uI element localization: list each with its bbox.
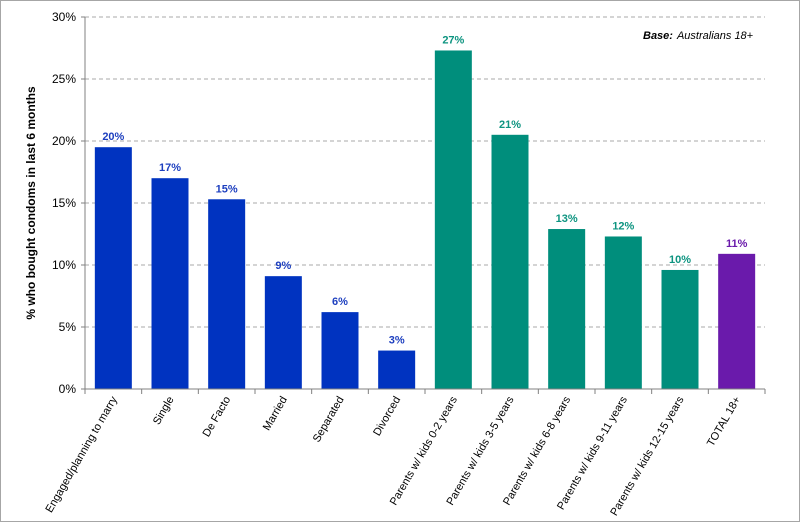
data-label: 11% xyxy=(726,238,748,250)
gridlines xyxy=(85,16,765,328)
category-label: Parents w/ kids 0-2 years xyxy=(388,394,460,507)
bar xyxy=(321,312,359,389)
category-label: Single xyxy=(151,395,177,427)
category-label: Engaged/planning to marry xyxy=(43,394,120,515)
bar xyxy=(718,253,756,389)
bars xyxy=(94,50,756,389)
y-tick-label: 15% xyxy=(52,196,76,210)
data-label: 17% xyxy=(159,162,181,174)
data-label: 13% xyxy=(556,213,578,225)
y-tick-label: 10% xyxy=(52,258,76,272)
data-label: 20% xyxy=(102,131,124,143)
bar xyxy=(151,178,189,389)
bar xyxy=(94,147,132,389)
category-label: Married xyxy=(261,395,290,433)
bar xyxy=(378,350,416,389)
y-tick-label: 5% xyxy=(59,320,77,334)
base-annotation-text: Australians 18+ xyxy=(676,30,754,42)
y-tick-label: 25% xyxy=(52,72,76,86)
bar xyxy=(604,236,642,389)
bar xyxy=(434,50,472,389)
bar xyxy=(548,229,586,389)
data-label: 3% xyxy=(389,335,405,347)
category-label: Divorced xyxy=(371,395,403,439)
category-label: Separated xyxy=(311,395,347,445)
data-label: 10% xyxy=(669,254,691,266)
bar xyxy=(264,276,302,389)
y-tick-label: 20% xyxy=(52,134,76,148)
x-axis-categories: Engaged/planning to marry Single De Facto M… xyxy=(43,389,766,518)
base-annotation: Base: Australians 18+ xyxy=(643,30,754,42)
category-label: De Facto xyxy=(201,395,234,440)
data-label: 21% xyxy=(499,119,521,131)
category-label: Parents w/ kids 6-8 years xyxy=(501,394,573,507)
bar xyxy=(491,134,529,389)
base-annotation-label: Base: xyxy=(643,30,673,42)
data-label: 15% xyxy=(216,183,238,195)
data-labels: 20% 17% 15% 9% 6% 3% 27% 21% 13% 12% 10% 11% xyxy=(102,34,747,346)
y-tick-label: 0% xyxy=(59,382,77,396)
y-tick-label: 30% xyxy=(52,10,76,24)
data-label: 12% xyxy=(612,220,634,232)
data-label: 9% xyxy=(275,260,291,272)
bar xyxy=(661,269,699,389)
bar xyxy=(208,199,246,389)
category-label: TOTAL 18+ xyxy=(705,395,743,449)
category-label: Parents w/ kids 3-5 years xyxy=(444,394,516,507)
data-label: 6% xyxy=(332,296,348,308)
y-axis-ticks: 0% 5% 10% 15% 20% 25% 30% xyxy=(52,10,85,396)
y-axis-label: % who bought condoms in last 6 months xyxy=(24,86,38,320)
data-label: 27% xyxy=(442,34,464,46)
